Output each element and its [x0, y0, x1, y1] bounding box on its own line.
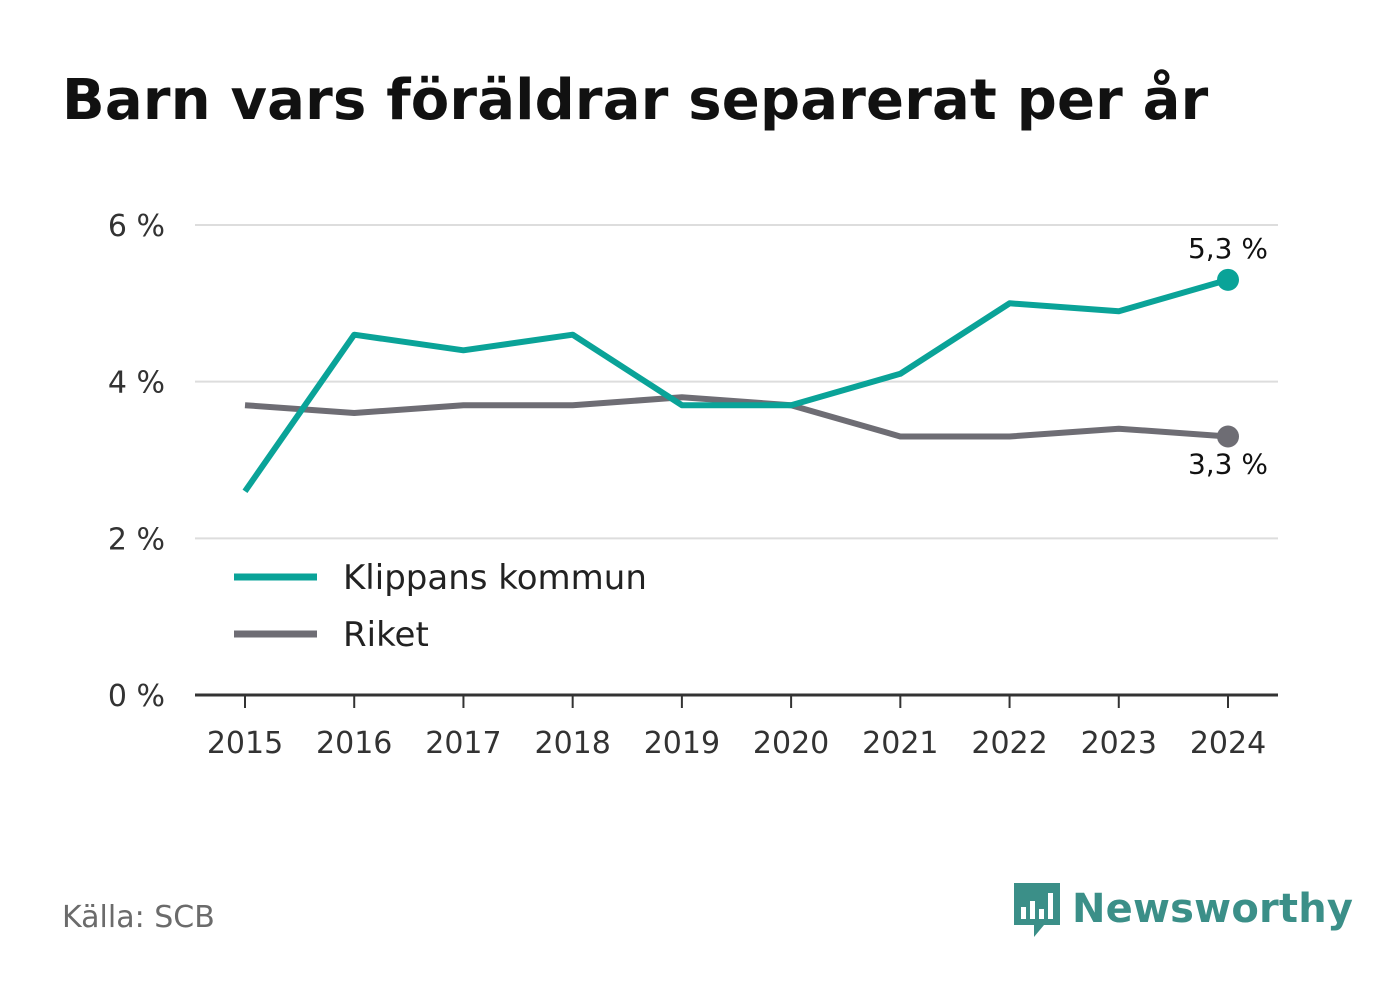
newsworthy-logo-icon	[1014, 883, 1060, 937]
x-axis: 2015 2016 2017 2018 2019 2020 2021 2022 2023 2024	[195, 693, 1278, 761]
y-tick-label: 2 %	[108, 522, 165, 557]
series-line-riket	[244, 394, 1229, 440]
y-axis-ticks: 0 % 2 % 4 % 6 %	[108, 209, 165, 714]
legend: Klippans kommun Riket	[234, 558, 647, 655]
x-tick-label: 2024	[1190, 726, 1266, 761]
x-tick-label: 2021	[862, 726, 938, 761]
x-tick-label: 2018	[534, 726, 610, 761]
x-tick-label: 2016	[316, 726, 392, 761]
source-label: Källa: SCB	[62, 900, 215, 935]
x-tick-label: 2019	[644, 726, 720, 761]
legend-label: Riket	[343, 615, 429, 655]
x-tick-label: 2017	[425, 726, 501, 761]
legend-label: Klippans kommun	[343, 558, 647, 598]
y-tick-label: 0 %	[108, 679, 165, 714]
y-tick-label: 4 %	[108, 366, 165, 401]
end-value-label: 3,3 %	[1188, 448, 1268, 481]
x-tick-label: 2015	[207, 726, 283, 761]
x-tick-label: 2023	[1081, 726, 1157, 761]
x-tick-label: 2022	[971, 726, 1047, 761]
series-line-klippans-kommun	[242, 276, 1229, 494]
end-value-label: 5,3 %	[1188, 232, 1268, 265]
brand-logo: Newsworthy	[1012, 878, 1353, 940]
end-point-marker	[1217, 425, 1239, 448]
gridlines	[195, 224, 1278, 540]
y-tick-label: 6 %	[108, 209, 165, 244]
series-lines: 3,3 % 5,3 %	[242, 232, 1268, 494]
x-tick-label: 2020	[753, 726, 829, 761]
chart-title: Barn vars föräldrar separerat per år	[62, 68, 1209, 133]
brand-name: Newsworthy	[1072, 886, 1354, 932]
end-point-marker	[1217, 268, 1239, 291]
